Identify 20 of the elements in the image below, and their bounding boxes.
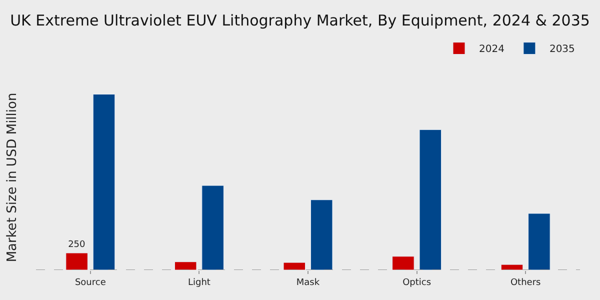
chart-title: UK Extreme Ultraviolet EUV Lithography Market, By Equipment, 2024 & 2035 <box>10 12 590 30</box>
data-label: 250 <box>68 240 86 250</box>
bar <box>283 262 306 270</box>
bar <box>392 256 414 270</box>
y-axis-title: Market Size in USD Million <box>4 92 20 262</box>
legend-label: 2035 <box>549 44 575 56</box>
bar <box>419 129 442 270</box>
bar <box>310 200 333 270</box>
bar <box>174 262 197 270</box>
x-tick-label: Optics <box>402 278 432 288</box>
bar <box>92 94 116 270</box>
bar <box>202 185 224 270</box>
x-tick-label: Mask <box>296 278 320 288</box>
bar <box>528 213 550 270</box>
bar <box>500 264 524 270</box>
legend-label: 2024 <box>479 44 504 56</box>
x-tick-label: Others <box>510 278 542 288</box>
bar <box>66 252 88 270</box>
x-tick-label: Light <box>188 278 211 288</box>
x-tick-label: Source <box>74 278 106 288</box>
